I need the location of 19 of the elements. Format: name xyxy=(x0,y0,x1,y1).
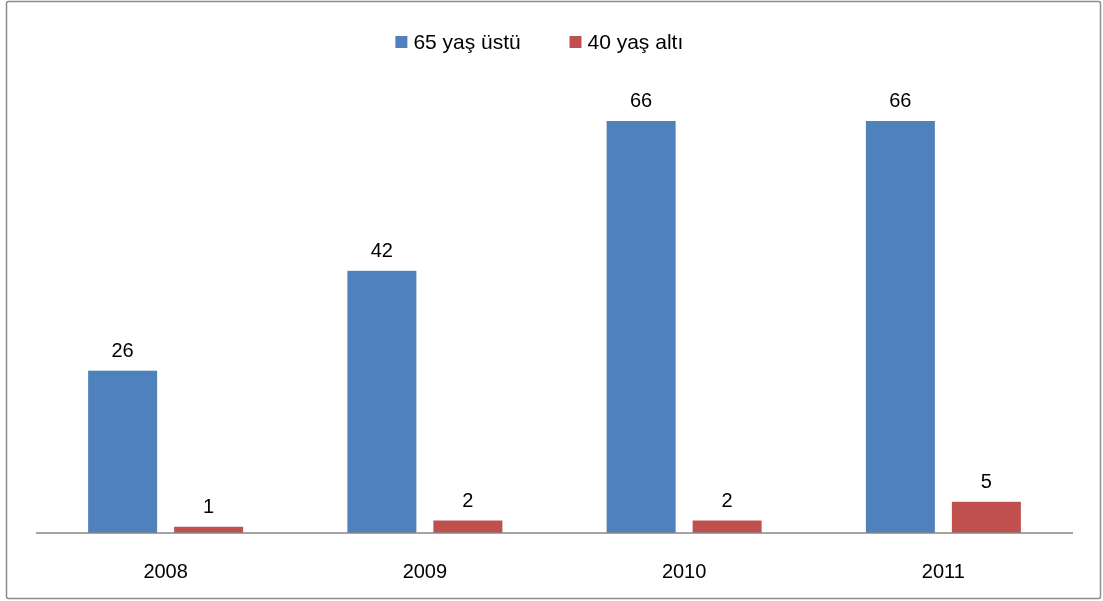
x-tick-label: 2011 xyxy=(921,560,965,582)
data-label: 2 xyxy=(721,488,733,511)
bar xyxy=(951,501,1021,533)
data-label: 66 xyxy=(889,89,912,111)
data-label: 1 xyxy=(203,494,215,517)
data-label: 2 xyxy=(462,488,474,511)
bar xyxy=(606,121,676,533)
data-label: 42 xyxy=(370,238,393,261)
legend-label: 40 yaş altı xyxy=(587,30,684,53)
data-label: 5 xyxy=(980,469,992,492)
x-tick-label: 2009 xyxy=(402,560,448,582)
bar xyxy=(88,370,158,533)
x-tick-label: 2010 xyxy=(661,560,707,582)
legend-label: 65 yaş üstü xyxy=(413,30,521,53)
data-label: 66 xyxy=(630,89,653,111)
x-tick-label: 2008 xyxy=(143,560,188,582)
bar xyxy=(347,270,417,533)
bar xyxy=(865,121,935,533)
data-label: 26 xyxy=(111,338,134,361)
